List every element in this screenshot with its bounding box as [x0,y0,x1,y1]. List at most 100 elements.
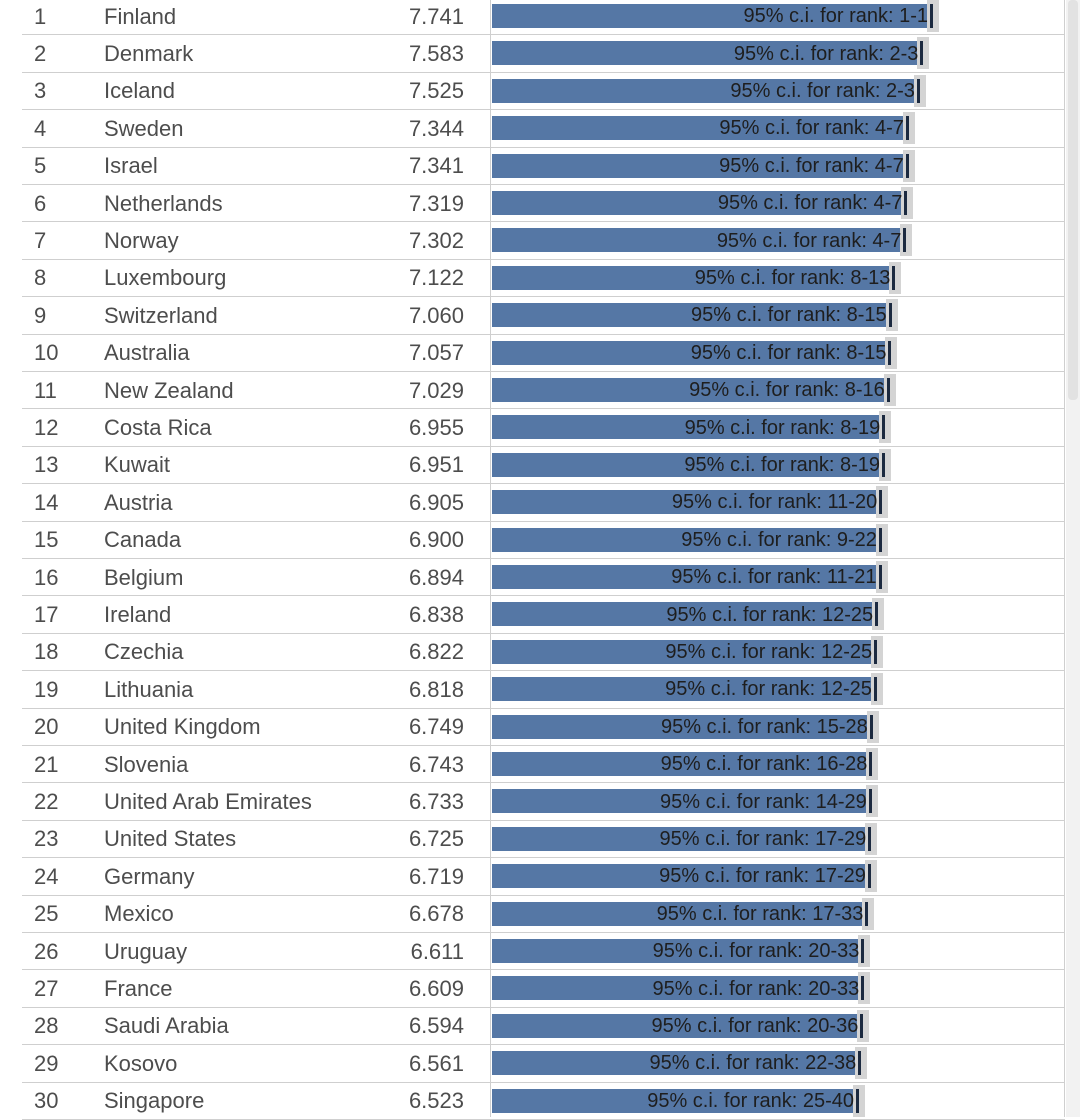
score-cell: 6.818 [408,676,464,702]
ci-label: 95% c.i. for rank: 17-29 [659,827,867,850]
ci-whisker [902,149,915,182]
score-cell: 6.611 [410,938,464,964]
score-bar[interactable] [492,1051,860,1076]
table-row: 25 Mexico 6.678 95% c.i. for rank: 17-33 [0,896,1065,933]
ci-marker [878,565,882,589]
ci-whisker [883,374,896,406]
score-bar[interactable] [492,939,863,963]
ci-whisker [865,822,878,855]
score-cell: 6.678 [408,901,464,927]
score-cell: 7.060 [408,302,464,328]
ci-whisker [902,112,915,145]
row-divider [22,71,1065,73]
table-row: 21 Slovenia 6.743 95% c.i. for rank: 16-28 [0,746,1065,784]
row-divider [22,557,1065,559]
score-bar[interactable] [492,1013,862,1038]
row-divider [22,483,1065,485]
score-bar[interactable] [492,864,869,889]
ci-whisker [865,785,878,818]
row-divider [22,632,1065,634]
score-bar[interactable] [492,527,880,552]
ci-whisker [864,860,877,893]
country-cell: Singapore [104,1088,205,1114]
score-bar[interactable] [492,565,880,589]
ci-label: 95% c.i. for rank: 9-22 [681,528,877,551]
ci-marker [869,752,873,776]
vertical-scrollbar[interactable] [1066,0,1080,1117]
score-bar[interactable] [492,714,871,739]
score-cell: 7.319 [408,190,464,216]
ci-whisker [862,897,875,930]
score-bar[interactable] [492,490,881,515]
row-divider [22,445,1065,447]
score-bar[interactable] [492,1088,857,1113]
score-cell: 7.029 [408,377,464,403]
row-divider [22,931,1065,933]
score-cell: 7.341 [408,153,464,179]
ci-marker [875,602,879,627]
ci-label: 95% c.i. for rank: 25-40 [647,1089,854,1112]
score-bar[interactable] [492,452,883,477]
score-bar[interactable] [492,265,894,290]
score-bar[interactable] [492,752,871,776]
scrollbar-thumb[interactable] [1068,0,1078,400]
score-bar[interactable] [492,602,877,627]
score-cell: 6.594 [408,1013,464,1039]
row-divider [22,109,1065,111]
ci-marker [874,639,878,664]
ci-marker [888,340,892,365]
score-cell: 7.583 [408,41,464,67]
score-cell: 6.743 [408,751,464,777]
table-row: 24 Germany 6.719 95% c.i. for rank: 17-29 [0,858,1065,896]
row-divider [22,258,1065,260]
score-bar[interactable] [492,378,888,402]
country-cell: Uruguay [104,938,188,964]
ci-marker [892,265,896,290]
score-bar[interactable] [492,976,863,1001]
country-cell: Mexico [104,901,174,927]
ci-marker [873,677,877,702]
ci-whisker [866,710,879,743]
table-row: 3 Iceland 7.525 95% c.i. for rank: 2-3 [0,73,1065,111]
score-cell: 6.838 [408,602,464,628]
ci-whisker [876,486,889,519]
score-bar[interactable] [492,78,918,103]
row-divider [22,370,1065,372]
ci-whisker [885,336,898,369]
score-cell: 6.955 [408,415,464,441]
score-bar[interactable] [492,303,890,328]
ci-whisker [913,74,926,107]
score-cell: 6.609 [408,976,464,1002]
ci-label: 95% c.i. for rank: 8-15 [690,341,887,364]
score-bar[interactable] [492,901,867,926]
rank-cell: 2 [34,41,47,67]
country-cell: Finland [104,3,177,29]
ci-whisker [857,1009,870,1042]
row-divider [22,146,1065,148]
country-cell: United Kingdom [104,714,261,740]
table-row: 15 Canada 6.900 95% c.i. for rank: 9-22 [0,522,1065,559]
score-bar[interactable] [492,41,922,66]
score-bar[interactable] [492,228,905,253]
ci-whisker [879,448,891,481]
country-cell: Belgium [104,564,184,590]
ci-label: 95% c.i. for rank: 14-29 [659,790,867,813]
score-bar[interactable] [492,116,907,141]
score-bar[interactable] [492,639,876,664]
rank-cell: 5 [34,153,47,179]
column-divider [1064,0,1065,1117]
score-bar[interactable] [492,826,870,851]
country-cell: Kosovo [104,1050,178,1076]
score-bar[interactable] [492,191,906,215]
score-cell: 6.951 [408,452,464,478]
score-bar[interactable] [492,4,931,28]
row-divider [22,1044,1065,1046]
table-row: 19 Lithuania 6.818 95% c.i. for rank: 12-25 [0,671,1065,709]
score-bar[interactable] [492,789,870,814]
score-bar[interactable] [492,415,884,440]
score-bar[interactable] [492,153,907,178]
rank-cell: 1 [34,3,47,29]
score-bar[interactable] [492,677,875,702]
score-bar[interactable] [492,340,890,365]
